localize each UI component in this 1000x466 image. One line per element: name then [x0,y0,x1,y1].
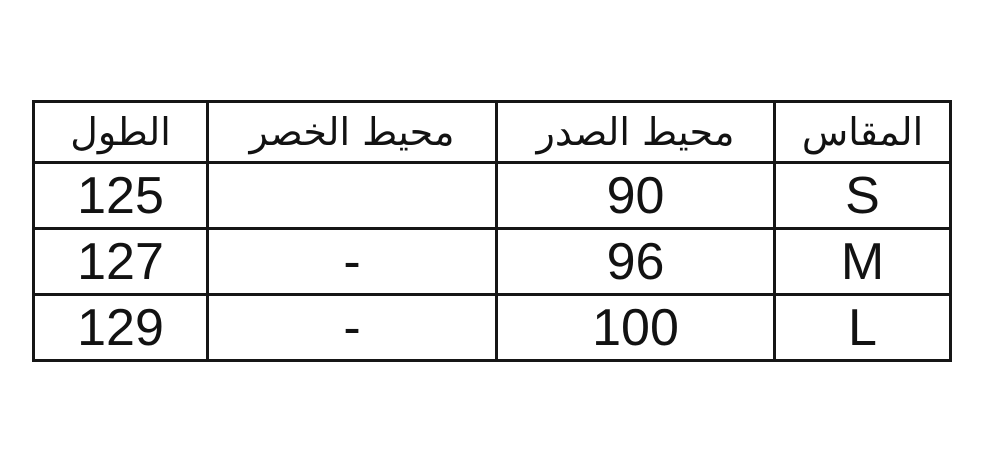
cell-size-l: L [773,293,952,362]
header-row: المقاس محيط الصدر محيط الخصر الطول [32,100,952,164]
table-row-s: S 90 125 [32,161,952,230]
column-header-size: المقاس [773,100,952,164]
cell-waist-l: - [206,293,498,362]
cell-waist-s [206,161,498,230]
cell-chest-m: 96 [495,227,776,296]
table-row-l: L 100 - 129 [32,293,952,362]
cell-size-s: S [773,161,952,230]
cell-chest-s: 90 [495,161,776,230]
cell-size-m: M [773,227,952,296]
size-chart-table: المقاس محيط الصدر محيط الخصر الطول S 90 … [32,100,952,362]
cell-length-m: 127 [32,227,209,296]
column-header-waist: محيط الخصر [206,100,498,164]
cell-waist-m: - [206,227,498,296]
cell-length-l: 129 [32,293,209,362]
cell-length-s: 125 [32,161,209,230]
table-row-m: M 96 - 127 [32,227,952,296]
column-header-length: الطول [32,100,209,164]
column-header-chest: محيط الصدر [495,100,776,164]
cell-chest-l: 100 [495,293,776,362]
